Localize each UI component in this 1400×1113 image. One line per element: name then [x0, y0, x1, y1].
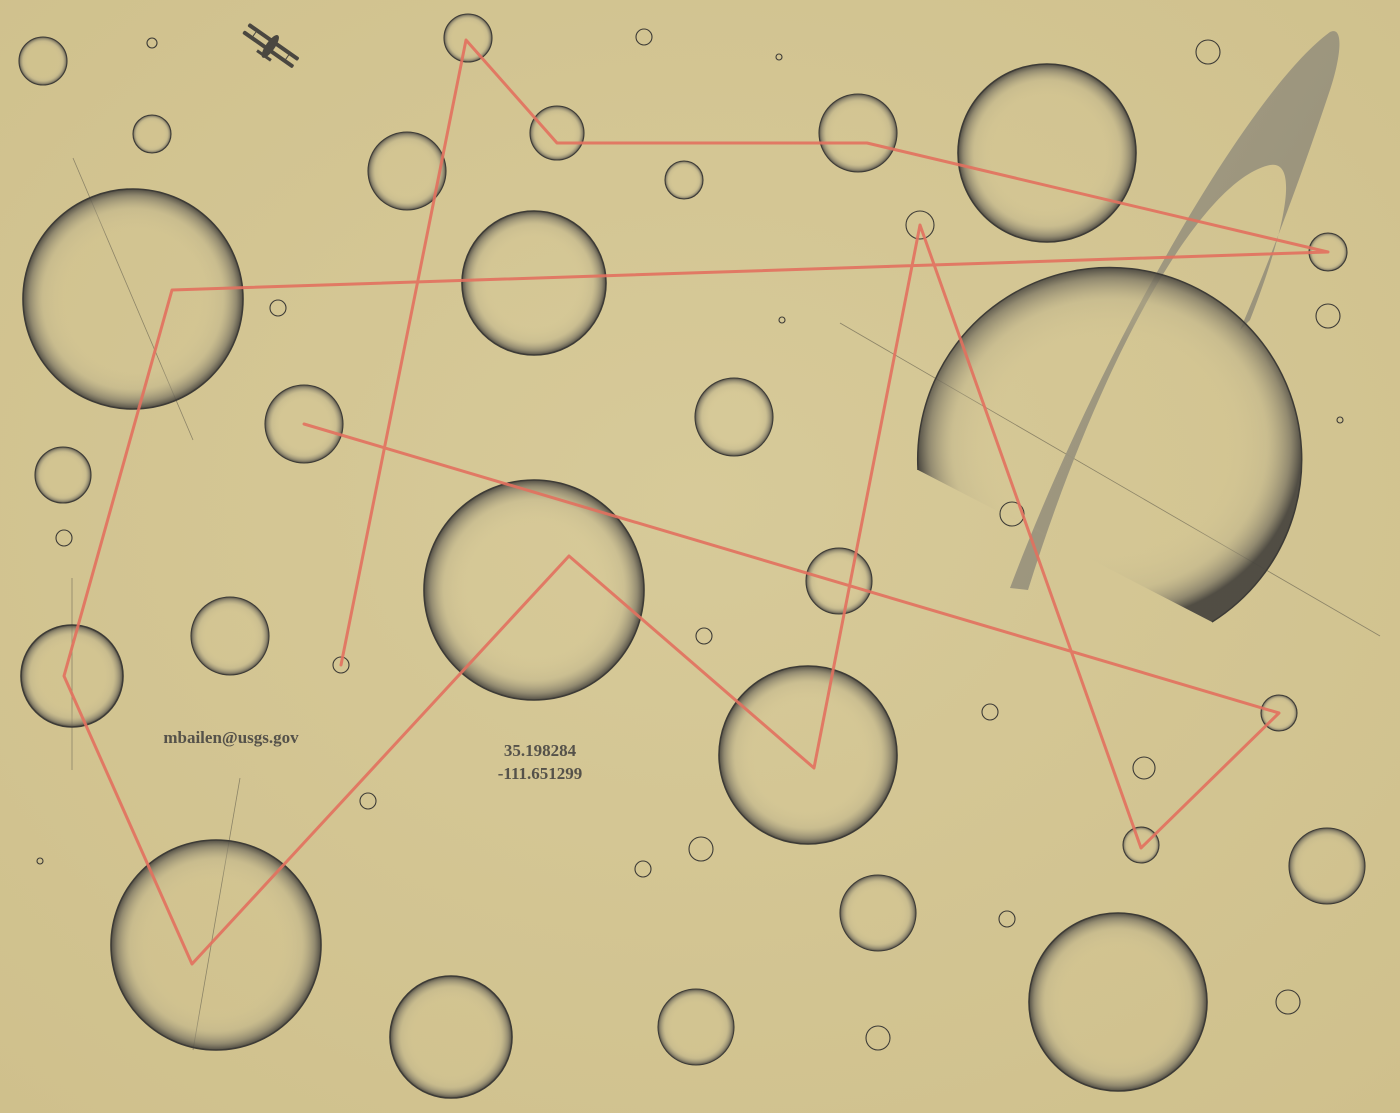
- crater-circle: [905, 210, 935, 240]
- crater-circle: [190, 596, 270, 676]
- crater-circle: [423, 479, 645, 701]
- crater-circle: [981, 703, 999, 721]
- biplane-icon: [242, 23, 299, 68]
- crater-circle: [22, 188, 244, 410]
- email-label: mbailen@usgs.gov: [163, 728, 299, 747]
- crater-circle: [146, 37, 158, 49]
- crater-circle: [36, 857, 44, 865]
- crater-circle: [818, 93, 898, 173]
- crater-circle: [461, 210, 607, 356]
- crater-circle: [529, 105, 585, 161]
- crater-circle: [1028, 912, 1208, 1092]
- crater-circle: [1288, 827, 1366, 905]
- longitude-label: -111.651299: [498, 764, 583, 783]
- crater-circle: [1275, 989, 1301, 1015]
- crater-circle: [1132, 756, 1156, 780]
- crater-circle: [634, 860, 652, 878]
- crater-circle: [55, 529, 73, 547]
- crater-circle: [695, 627, 713, 645]
- latitude-label: 35.198284: [504, 741, 577, 760]
- crater-circle: [664, 160, 704, 200]
- crater-circle: [839, 874, 917, 952]
- crater-circle: [805, 547, 873, 615]
- crater-circle: [957, 63, 1137, 243]
- crater-circle: [1336, 416, 1344, 424]
- crater-circle: [20, 624, 124, 728]
- crater-circle: [332, 656, 350, 674]
- planet: [916, 266, 1303, 623]
- crater-circle: [18, 36, 68, 86]
- crater-circle: [1315, 303, 1341, 329]
- crater-circle: [694, 377, 774, 457]
- crater-circle: [132, 114, 172, 154]
- crater-circle: [389, 975, 513, 1099]
- crater-circle: [1195, 39, 1221, 65]
- crater-circle: [443, 13, 493, 63]
- crater-circle: [865, 1025, 891, 1051]
- crater-circle: [998, 910, 1016, 928]
- crater-circle: [110, 839, 322, 1051]
- crater-circle: [359, 792, 377, 810]
- crater-circle: [635, 28, 653, 46]
- crater-circle: [34, 446, 92, 504]
- crater-circle: [688, 836, 714, 862]
- crater-circle: [775, 53, 783, 61]
- crater-circle: [367, 131, 447, 211]
- crater-circle: [269, 299, 287, 317]
- craters: [18, 13, 1366, 1099]
- crater-circle: [718, 665, 898, 845]
- planet-body: [916, 266, 1303, 623]
- crater-circle: [778, 316, 786, 324]
- crater-circle: [657, 988, 735, 1066]
- route-line: [62, 38, 1330, 966]
